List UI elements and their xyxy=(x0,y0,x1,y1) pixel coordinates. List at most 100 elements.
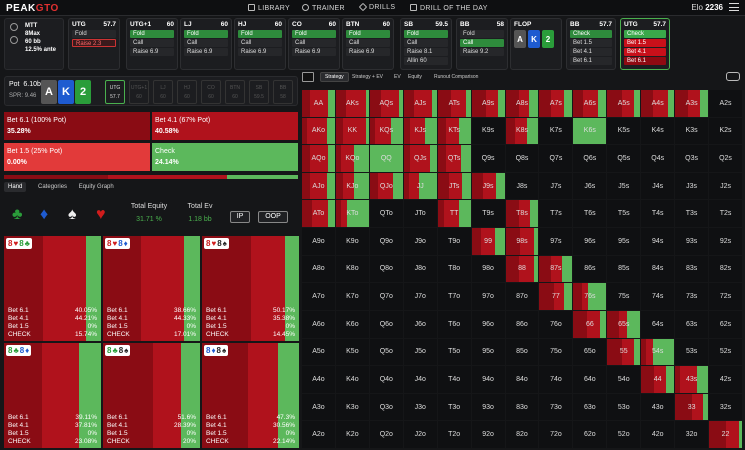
seat-utg-plus1[interactable]: UTG+1 60 Fold Call Raise 6.9 xyxy=(126,18,178,70)
hand-cell[interactable]: 63o xyxy=(573,393,607,421)
hand-cell[interactable]: 66 xyxy=(573,310,607,338)
hand-cell[interactable]: 92s xyxy=(709,228,742,255)
hand-cell[interactable]: T4s xyxy=(641,200,675,228)
hand-cell[interactable]: KTo xyxy=(335,200,369,228)
hand-combo[interactable]: 8 ♥ 8 ♠ Bet 6.1 50.17% Bet 4.1 35.38% Bet 1.5 0% C… xyxy=(202,236,299,341)
hand-cell[interactable]: 72s xyxy=(709,283,742,310)
hand-cell[interactable]: A5o xyxy=(302,338,335,366)
hand-cell[interactable]: J7s xyxy=(539,172,573,200)
hand-combo[interactable]: 8 ♣ 8 ♠ Bet 6.1 51.6% Bet 4.1 28.39% Bet 1.5 0% CH… xyxy=(103,343,200,448)
hand-cell[interactable]: Q4s xyxy=(641,145,675,172)
spade-icon[interactable]: ♠ xyxy=(68,206,77,223)
hand-cell[interactable]: T7o xyxy=(437,283,471,310)
hand-cell[interactable]: Q2s xyxy=(709,145,742,172)
hand-cell[interactable]: 96o xyxy=(471,310,505,338)
hand-cell[interactable]: QTo xyxy=(369,200,403,228)
hand-cell[interactable]: ATo xyxy=(302,200,335,228)
hand-cell[interactable]: J8o xyxy=(403,255,437,283)
seat-action[interactable]: Call xyxy=(238,39,282,47)
hand-cell[interactable]: K7s xyxy=(539,117,573,145)
seat-action[interactable]: Fold xyxy=(460,30,504,38)
hand-cell[interactable]: KQo xyxy=(335,145,369,172)
seat-btn[interactable]: BTN 60 Fold Call Raise 6.9 xyxy=(342,18,394,70)
hand-cell[interactable]: T2s xyxy=(709,200,742,228)
hand-cell[interactable]: 83s xyxy=(675,255,709,283)
seat-action[interactable]: Raise 8.1 xyxy=(404,48,448,56)
hand-cell[interactable]: Q9o xyxy=(369,228,403,255)
player-chip[interactable]: SB 59.5 xyxy=(249,80,269,104)
hand-cell[interactable]: K8s xyxy=(505,117,539,145)
hand-cell[interactable]: J6o xyxy=(403,310,437,338)
hand-cell[interactable]: QJs xyxy=(403,145,437,172)
hand-cell[interactable]: 22 xyxy=(709,421,742,448)
app-logo[interactable]: PEAKGTO xyxy=(6,3,59,14)
seat-lj[interactable]: LJ 60 Fold Call Raise 6.9 xyxy=(180,18,232,70)
seat-action[interactable]: Bet 4.1 xyxy=(624,48,666,56)
seat-action[interactable]: Fold xyxy=(346,30,390,38)
hand-cell[interactable]: AKo xyxy=(302,117,335,145)
hand-cell[interactable]: A6s xyxy=(573,90,607,117)
hand-cell[interactable]: 88 xyxy=(505,255,539,283)
hand-cell[interactable]: K2s xyxy=(709,117,742,145)
hand-cell[interactable]: A7o xyxy=(302,283,335,310)
hand-cell[interactable]: 74s xyxy=(641,283,675,310)
hand-cell[interactable]: QQ xyxy=(369,145,403,172)
hand-cell[interactable]: J7o xyxy=(403,283,437,310)
hand-cell[interactable]: K6o xyxy=(335,310,369,338)
hand-cell[interactable]: J4s xyxy=(641,172,675,200)
player-chip[interactable]: BB 58 xyxy=(273,80,293,104)
hand-cell[interactable]: 63s xyxy=(675,310,709,338)
hand-cell[interactable]: 85o xyxy=(505,338,539,366)
seat-action[interactable]: Fold xyxy=(404,30,448,38)
tab-strategy-ev[interactable]: Strategy + EV xyxy=(352,74,383,80)
hand-cell[interactable]: 44 xyxy=(641,366,675,393)
hand-cell[interactable]: J9s xyxy=(471,172,505,200)
hand-cell[interactable]: 64s xyxy=(641,310,675,338)
hand-cell[interactable]: T9o xyxy=(437,228,471,255)
hand-cell[interactable]: A9o xyxy=(302,228,335,255)
tab-runout-comparison[interactable]: Runout Comparison xyxy=(434,74,479,80)
hand-cell[interactable]: 94s xyxy=(641,228,675,255)
seat-action[interactable]: Call xyxy=(130,39,174,47)
hand-cell[interactable]: K3s xyxy=(675,117,709,145)
hand-cell[interactable]: 54s xyxy=(641,338,675,366)
hand-cell[interactable]: J9o xyxy=(403,228,437,255)
hand-cell[interactable]: J5o xyxy=(403,338,437,366)
nav-trainer[interactable]: TRAINER xyxy=(302,4,345,12)
hand-combo[interactable]: 8 ♥ 8 ♣ Bet 6.1 40.05% Bet 4.1 44.21% Bet 1.5 0% C… xyxy=(4,236,101,341)
hand-cell[interactable]: A9s xyxy=(471,90,505,117)
hand-cell[interactable]: K6s xyxy=(573,117,607,145)
hand-cell[interactable]: AJo xyxy=(302,172,335,200)
seat-utg[interactable]: UTG 57.7 Fold Raise 2.3 xyxy=(68,18,120,70)
seat-action[interactable]: Check xyxy=(624,30,666,38)
hand-cell[interactable]: JTo xyxy=(403,200,437,228)
hand-cell[interactable]: T5o xyxy=(437,338,471,366)
hand-cell[interactable]: K9s xyxy=(471,117,505,145)
seat-action[interactable]: Fold xyxy=(72,30,116,38)
hand-cell[interactable]: Q8s xyxy=(505,145,539,172)
seat-action[interactable]: Fold xyxy=(130,30,174,38)
hand-cell[interactable]: AQs xyxy=(369,90,403,117)
hand-cell[interactable]: KJo xyxy=(335,172,369,200)
nav-drill-of-the-day[interactable]: DRILL OF THE DAY xyxy=(410,4,488,12)
seat-action[interactable]: Check xyxy=(570,30,612,38)
tab-equity[interactable]: Equity xyxy=(408,74,422,80)
hand-cell[interactable]: AKs xyxy=(335,90,369,117)
hand-cell[interactable]: T3o xyxy=(437,393,471,421)
hand-cell[interactable]: A2o xyxy=(302,421,335,448)
hand-combo[interactable]: 8 ♦ 8 ♠ Bet 6.1 47.3% Bet 4.1 30.56% Bet 1.5 0% CH… xyxy=(202,343,299,448)
seat-action[interactable]: Raise 6.9 xyxy=(238,48,282,56)
tab-categories[interactable]: Categories xyxy=(38,184,68,190)
hand-cell[interactable]: A5s xyxy=(607,90,641,117)
refresh-icon[interactable] xyxy=(10,36,18,44)
hand-cell[interactable]: 62o xyxy=(573,421,607,448)
hand-cell[interactable]: 86s xyxy=(573,255,607,283)
hand-combo[interactable]: 8 ♥ 8 ♦ Bet 6.1 38.66% Bet 4.1 44.33% Bet 1.5 0% C… xyxy=(103,236,200,341)
gamepad-icon[interactable] xyxy=(726,72,740,81)
seat-action[interactable]: Raise 2.3 xyxy=(72,39,116,47)
seat-action[interactable]: Raise 6.9 xyxy=(292,48,336,56)
hand-cell[interactable]: K4o xyxy=(335,366,369,393)
hand-cell[interactable]: 42s xyxy=(709,366,742,393)
hand-cell[interactable]: 65s xyxy=(607,310,641,338)
hand-cell[interactable]: A6o xyxy=(302,310,335,338)
